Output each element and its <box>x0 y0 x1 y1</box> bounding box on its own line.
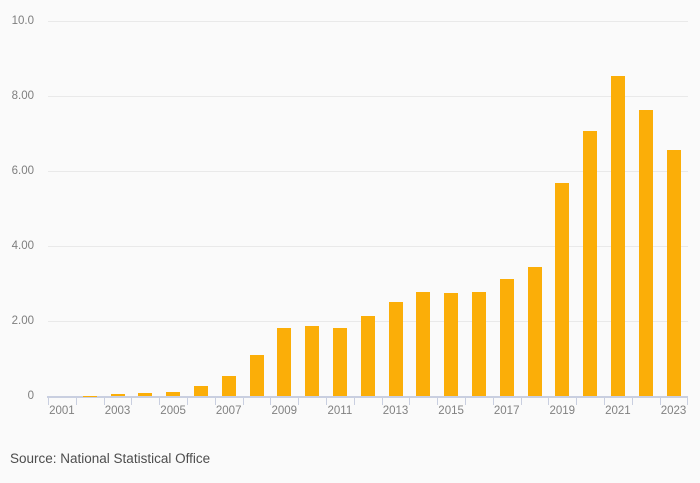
x-axis-line <box>47 395 689 398</box>
x-axis-tick-label: 2005 <box>160 404 186 417</box>
x-axis-tick <box>548 396 550 405</box>
bar-2009 <box>277 328 292 396</box>
bar-2012 <box>360 316 375 396</box>
x-axis-tick <box>187 396 188 405</box>
x-axis-tick-label: 2019 <box>549 404 576 417</box>
gridline-10.0 <box>48 21 688 22</box>
x-axis-tick <box>687 396 689 405</box>
bar-2019 <box>555 183 570 396</box>
bar-2008 <box>249 355 264 396</box>
bar-2014 <box>416 291 431 396</box>
x-axis-tick <box>214 396 216 405</box>
bar-2021 <box>610 76 625 396</box>
bar-2005 <box>166 391 181 396</box>
bar-2010 <box>305 325 320 396</box>
x-axis-tick <box>465 396 466 405</box>
x-axis-tick <box>131 396 133 405</box>
x-axis-tick-label: 2015 <box>438 404 464 417</box>
bar-2016 <box>471 292 486 396</box>
bar-2006 <box>193 385 208 396</box>
y-axis-tick-label: 10.0 <box>11 15 34 27</box>
source-caption: Source: National Statistical Office <box>10 451 211 466</box>
x-axis-tick-label: 2013 <box>382 404 409 417</box>
y-axis-tick-label: 4.00 <box>11 240 34 252</box>
x-axis-tick <box>48 396 49 405</box>
x-axis-tick <box>659 396 661 405</box>
x-axis-tick <box>326 396 327 405</box>
bar-2004 <box>138 392 153 396</box>
x-axis-tick <box>409 396 411 405</box>
bar-2022 <box>638 109 653 396</box>
gridline-8.00 <box>48 96 688 97</box>
x-axis-tick <box>159 396 161 405</box>
gridline-4.00 <box>48 246 688 247</box>
bar-2018 <box>527 267 542 396</box>
x-axis-tick <box>492 396 494 405</box>
x-axis-tick <box>437 396 439 405</box>
y-axis-tick-label: 8.00 <box>11 90 34 102</box>
y-axis-tick-label: 6.00 <box>11 165 34 177</box>
x-axis-tick <box>298 396 300 405</box>
x-axis-tick-label: 2007 <box>215 404 242 417</box>
bar-2003 <box>110 394 125 396</box>
bar-2011 <box>332 328 347 396</box>
x-axis-tick <box>576 396 578 405</box>
chart-plot-area: 0 2.00 4.00 6.00 8.00 10.0 2001 2003 2005 2007 200… <box>11 15 689 417</box>
x-axis-tick <box>270 396 272 405</box>
x-axis-tick <box>381 396 383 405</box>
x-axis-tick-label: 2017 <box>493 404 520 417</box>
bar-2017 <box>499 278 514 396</box>
y-axis-tick-label: 2.00 <box>11 315 34 327</box>
x-axis-tick-label: 2001 <box>49 404 75 417</box>
bar-2015 <box>444 293 459 396</box>
x-axis-tick-label: 2009 <box>271 404 298 417</box>
x-axis-tick-label: 2011 <box>327 404 353 417</box>
bar-2013 <box>388 301 403 396</box>
x-axis-tick-label: 2003 <box>104 404 131 417</box>
y-axis-tick-label: 0 <box>27 390 34 402</box>
x-axis-tick <box>242 396 244 405</box>
x-axis-tick-label: 2021 <box>605 404 631 417</box>
x-axis-tick <box>353 396 355 405</box>
x-axis-tick <box>75 396 77 405</box>
x-axis-tick <box>103 396 105 405</box>
x-axis-tick <box>520 396 522 405</box>
gridline-6.00 <box>48 171 688 172</box>
x-axis-tick <box>604 396 605 405</box>
bar-2007 <box>221 376 236 396</box>
x-axis-tick <box>631 396 633 405</box>
x-axis-tick-label: 2023 <box>660 404 687 417</box>
bar-2023 <box>666 150 681 396</box>
bar-2020 <box>583 130 598 396</box>
